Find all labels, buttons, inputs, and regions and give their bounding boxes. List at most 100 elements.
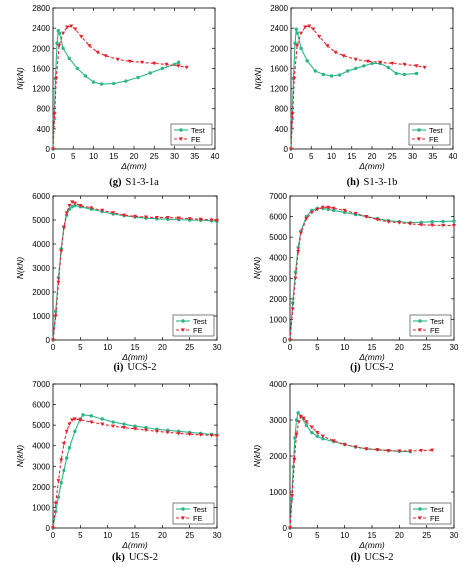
x-tick-label: 20 xyxy=(158,343,167,352)
data-point-fe xyxy=(296,420,301,424)
data-point-test xyxy=(337,73,342,77)
data-point-fe xyxy=(422,65,427,70)
x-tick-label: 20 xyxy=(158,531,167,540)
data-point-test xyxy=(386,65,390,70)
x-tick-label: 0 xyxy=(51,152,56,161)
panel-label: (h) xyxy=(347,177,360,188)
data-point-test xyxy=(313,69,317,73)
x-tick-label: 10 xyxy=(327,152,336,161)
legend-label: Test xyxy=(193,505,208,514)
data-point-fe xyxy=(209,218,214,222)
y-tick-label: 2800 xyxy=(270,4,288,13)
panel-caption-text: UCS-2 xyxy=(129,552,158,563)
data-point-fe xyxy=(333,50,338,55)
data-point-fe xyxy=(79,35,84,39)
x-tick-label: 10 xyxy=(89,152,98,161)
data-point-fe xyxy=(143,215,148,220)
panel-label: (k) xyxy=(112,552,125,563)
data-point-fe xyxy=(304,217,309,221)
data-point-test xyxy=(133,424,137,428)
panel-caption-text: S1-3-1a xyxy=(126,177,160,188)
data-point-fe xyxy=(61,442,66,446)
chart-panel: 0 5 10 15 20 25 30 0 1000 2000 3000 4000 5000 6000 Δ(m… xyxy=(15,192,222,373)
data-point-test xyxy=(111,420,115,424)
x-tick-label: 10 xyxy=(103,343,112,352)
data-point-fe xyxy=(430,223,435,228)
data-point-fe xyxy=(209,433,214,438)
series-line-test xyxy=(290,28,417,150)
data-point-fe xyxy=(375,448,380,452)
data-point-fe xyxy=(184,65,189,70)
data-point-test xyxy=(62,468,66,473)
y-tick-label: 1000 xyxy=(269,488,287,497)
data-point-fe xyxy=(67,422,72,427)
data-point-fe xyxy=(165,216,170,220)
data-point-test xyxy=(122,422,126,426)
data-point-fe xyxy=(452,224,456,228)
data-point-fe xyxy=(61,225,66,230)
data-point-fe xyxy=(53,314,58,318)
legend-label: FE xyxy=(191,135,201,144)
x-axis-label: Δ(mm) xyxy=(121,540,148,550)
data-point-fe xyxy=(299,31,304,36)
data-point-fe xyxy=(198,217,203,222)
data-point-fe xyxy=(304,420,309,424)
data-point-fe xyxy=(53,501,58,506)
x-tick-label: 30 xyxy=(450,343,459,352)
y-tick-label: 3000 xyxy=(32,264,50,273)
x-tick-label: 30 xyxy=(450,531,459,540)
data-point-test xyxy=(112,81,116,86)
legend-label: Test xyxy=(191,126,206,135)
panel-caption: (g) S1-3-1a xyxy=(109,177,159,188)
data-point-test xyxy=(70,205,74,209)
data-point-test xyxy=(61,46,65,50)
y-tick-label: 2000 xyxy=(269,452,287,461)
data-point-fe xyxy=(70,200,75,204)
y-tick-label: 1000 xyxy=(32,312,50,321)
data-point-test xyxy=(342,210,347,215)
data-point-test xyxy=(289,497,294,501)
data-point-fe xyxy=(419,223,424,227)
x-tick-label: 25 xyxy=(422,343,431,352)
data-point-fe xyxy=(73,27,78,32)
y-axis-label: N(kN) xyxy=(15,257,25,279)
data-point-test xyxy=(124,79,128,83)
y-tick-label: 6000 xyxy=(32,192,50,201)
data-point-fe xyxy=(100,208,105,213)
data-point-fe xyxy=(288,526,292,530)
y-tick-label: 0 xyxy=(46,145,51,154)
panel-caption-text: UCS-2 xyxy=(127,362,156,373)
x-tick-label: 25 xyxy=(422,531,431,540)
legend-label: FE xyxy=(430,326,440,335)
data-point-fe xyxy=(111,211,116,215)
y-tick-label: 1000 xyxy=(269,315,287,324)
data-point-fe xyxy=(140,60,145,65)
data-point-test xyxy=(346,69,350,73)
data-point-fe xyxy=(315,207,320,212)
data-point-fe xyxy=(176,216,181,221)
data-point-fe xyxy=(133,427,137,431)
x-tick-label: 15 xyxy=(131,531,140,540)
data-point-fe xyxy=(72,201,77,206)
data-point-fe xyxy=(65,25,70,30)
y-tick-label: 2400 xyxy=(32,24,50,33)
x-tick-label: 0 xyxy=(51,343,56,352)
x-tick-label: 5 xyxy=(309,152,314,161)
data-point-test xyxy=(83,74,88,78)
data-point-fe xyxy=(320,205,325,210)
data-point-fe xyxy=(54,76,59,81)
data-point-test xyxy=(56,28,60,33)
x-axis-label: Δ(mm) xyxy=(121,352,148,362)
y-tick-label: 2800 xyxy=(32,4,50,13)
y-tick-label: 7000 xyxy=(269,192,287,201)
data-point-fe xyxy=(67,204,72,208)
data-point-fe xyxy=(215,434,219,438)
panel-caption-text: S1-3-1b xyxy=(364,177,398,188)
x-tick-label: 5 xyxy=(315,531,320,540)
panel-caption: (i) UCS-2 xyxy=(113,362,156,373)
legend-marker-test xyxy=(417,128,421,132)
data-point-fe xyxy=(315,431,320,435)
data-point-fe xyxy=(154,429,159,434)
